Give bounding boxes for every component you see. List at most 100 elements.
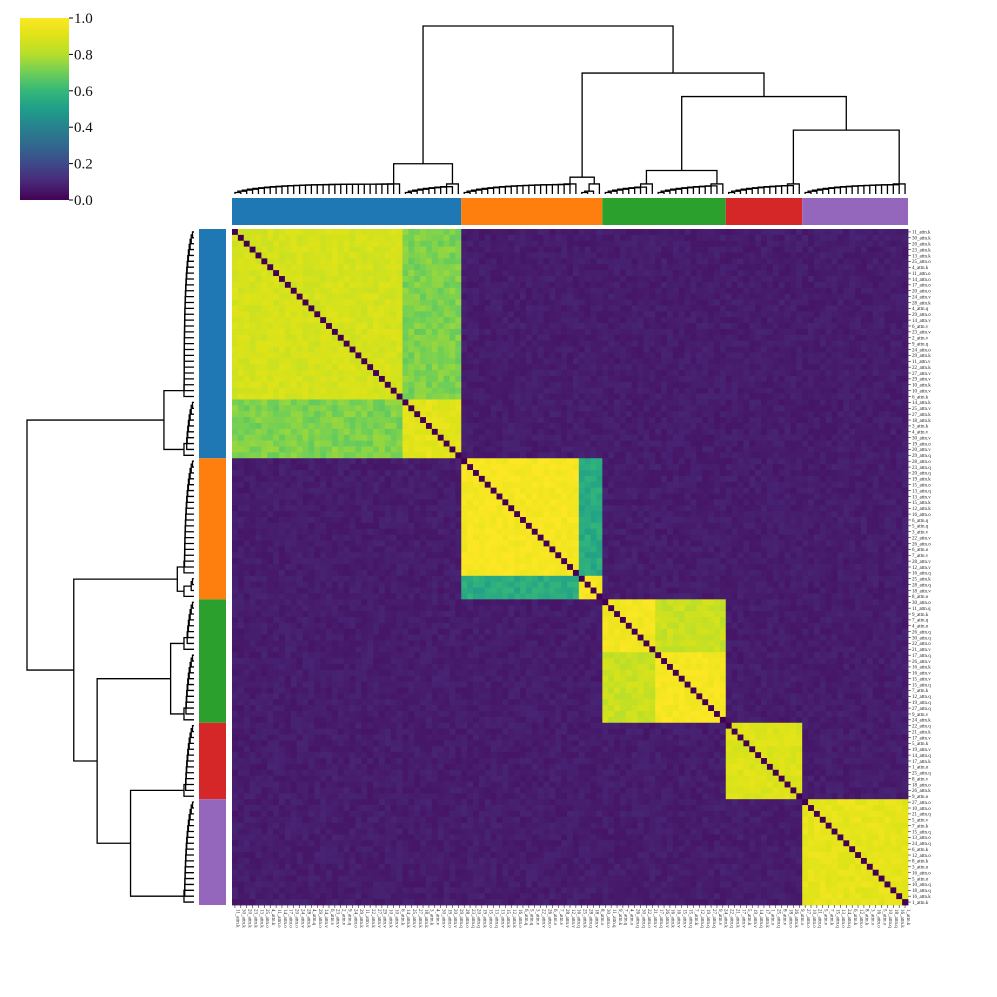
heatmap-cell bbox=[884, 393, 891, 400]
heatmap-cell bbox=[420, 405, 427, 412]
heatmap-cell bbox=[860, 246, 868, 253]
heatmap-cell bbox=[237, 428, 245, 436]
dendrogram-link bbox=[588, 183, 601, 194]
heatmap-cell bbox=[237, 276, 245, 283]
heatmap-cell bbox=[637, 346, 644, 353]
heatmap-cell bbox=[766, 458, 774, 465]
heatmap-cell bbox=[326, 393, 333, 400]
heatmap-cell bbox=[520, 287, 527, 295]
heatmap-cell bbox=[766, 434, 774, 442]
heatmap-cell bbox=[467, 334, 474, 342]
heatmap-cell bbox=[725, 299, 733, 306]
heatmap-cell bbox=[473, 417, 480, 424]
heatmap-cell bbox=[237, 246, 245, 253]
heatmap-cell bbox=[719, 422, 727, 430]
heatmap-cell bbox=[684, 281, 691, 289]
heatmap-cell bbox=[467, 229, 474, 236]
heatmap-cell bbox=[849, 340, 856, 347]
heatmap-cell bbox=[702, 422, 709, 430]
heatmap-cell bbox=[378, 387, 386, 394]
colorbar-tick-label: 0.6 bbox=[74, 84, 93, 100]
heatmap-cell bbox=[619, 258, 627, 265]
heatmap-cell bbox=[308, 252, 315, 259]
heatmap-cell bbox=[331, 440, 339, 447]
heatmap-cell bbox=[232, 246, 239, 253]
heatmap-cell bbox=[355, 446, 362, 453]
heatmap-cell bbox=[390, 352, 397, 359]
heatmap-cell bbox=[308, 299, 315, 306]
heatmap-cell bbox=[367, 252, 374, 259]
heatmap-cell bbox=[549, 417, 556, 424]
heatmap-cell bbox=[778, 364, 785, 371]
heatmap-cell bbox=[631, 440, 638, 447]
heatmap-cell bbox=[373, 405, 380, 412]
heatmap-cell bbox=[396, 411, 403, 418]
heatmap-cell bbox=[408, 375, 415, 383]
heatmap-cell bbox=[702, 234, 709, 242]
heatmap-cell bbox=[731, 264, 738, 271]
heatmap-cell bbox=[755, 287, 762, 295]
heatmap-cell bbox=[596, 387, 603, 394]
heatmap-cell bbox=[690, 340, 697, 347]
heatmap-cell bbox=[337, 446, 345, 453]
heatmap-cell bbox=[808, 446, 815, 453]
heatmap-cell bbox=[478, 311, 486, 318]
heatmap-cell bbox=[473, 270, 480, 277]
heatmap-cell bbox=[714, 440, 721, 447]
heatmap-cell bbox=[596, 240, 603, 248]
heatmap-cell bbox=[431, 276, 439, 283]
heatmap-cell bbox=[813, 458, 821, 465]
heatmap-cell bbox=[555, 364, 562, 371]
heatmap-cell bbox=[637, 452, 644, 459]
heatmap-cell bbox=[737, 393, 744, 400]
heatmap-cell bbox=[302, 381, 309, 389]
heatmap-cell bbox=[737, 270, 744, 277]
heatmap-cell bbox=[643, 258, 650, 265]
heatmap-cell bbox=[237, 305, 245, 312]
heatmap-cell bbox=[525, 405, 533, 412]
heatmap-cell bbox=[619, 305, 627, 312]
heatmap-cell bbox=[860, 258, 868, 265]
heatmap-cell bbox=[543, 305, 550, 312]
heatmap-cell bbox=[902, 234, 909, 242]
heatmap-cell bbox=[872, 246, 880, 253]
heatmap-cell bbox=[666, 258, 674, 265]
heatmap-cell bbox=[402, 264, 409, 271]
heatmap-cell bbox=[884, 264, 891, 271]
heatmap-cell bbox=[537, 422, 544, 430]
heatmap-cell bbox=[772, 287, 780, 295]
heatmap-cell bbox=[367, 458, 374, 465]
heatmap-cell bbox=[396, 246, 403, 253]
heatmap-cell bbox=[902, 246, 909, 253]
heatmap-cell bbox=[443, 464, 450, 471]
heatmap-cell bbox=[525, 258, 533, 265]
heatmap-cell bbox=[860, 399, 868, 406]
heatmap-cell bbox=[860, 393, 868, 400]
heatmap-cell bbox=[384, 334, 392, 342]
heatmap-cell bbox=[596, 352, 603, 359]
heatmap-cell bbox=[331, 240, 339, 248]
heatmap-cell bbox=[743, 417, 750, 424]
heatmap-cell bbox=[378, 252, 386, 259]
heatmap-cell bbox=[490, 340, 497, 347]
heatmap-cell bbox=[572, 270, 580, 277]
heatmap-cell bbox=[772, 281, 780, 289]
heatmap-cell bbox=[825, 405, 832, 412]
heatmap-cell bbox=[267, 276, 274, 283]
heatmap-cell bbox=[643, 234, 650, 242]
heatmap-cell bbox=[625, 334, 633, 342]
heatmap-cell bbox=[766, 252, 774, 259]
heatmap-cell bbox=[902, 364, 909, 371]
heatmap-cell bbox=[837, 417, 844, 424]
heatmap-cell bbox=[684, 375, 691, 383]
heatmap-cell bbox=[355, 246, 362, 253]
heatmap-cell bbox=[355, 470, 362, 477]
heatmap-cell bbox=[666, 287, 674, 295]
heatmap-cell bbox=[784, 252, 791, 259]
heatmap-cell bbox=[514, 352, 521, 359]
heatmap-cell bbox=[508, 311, 515, 318]
heatmap-cell bbox=[719, 287, 727, 295]
heatmap-cell bbox=[866, 358, 874, 365]
heatmap-cell bbox=[866, 458, 874, 465]
heatmap-cell bbox=[608, 446, 615, 453]
